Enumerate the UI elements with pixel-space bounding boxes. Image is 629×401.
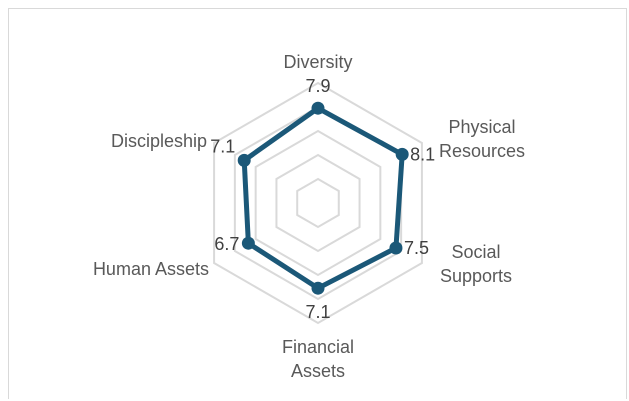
grid-ring: [233, 105, 403, 301]
category-label-3: Financial Assets: [282, 337, 354, 381]
value-label-0: 7.9: [305, 76, 330, 96]
category-label-line: Resources: [439, 141, 525, 161]
value-label-4: 6.7: [214, 234, 239, 254]
data-point-2: [389, 241, 403, 255]
value-label-3: 7.1: [305, 302, 330, 322]
grid-ring: [275, 153, 361, 253]
data-point-3: [311, 281, 325, 295]
data-point-1: [395, 147, 409, 161]
category-label-5: Discipleship: [111, 131, 207, 151]
grid-ring: [254, 129, 382, 277]
category-label-1: Physical Resources: [439, 117, 525, 161]
series: [237, 101, 409, 295]
category-label-line: Financial: [282, 337, 354, 357]
category-label-line: Assets: [291, 361, 345, 381]
category-label-0: Diversity: [283, 52, 352, 72]
category-label-line: Social: [451, 242, 500, 262]
data-point-4: [241, 236, 255, 250]
value-label-5: 7.1: [210, 136, 235, 156]
category-label-2: Social Supports: [440, 242, 512, 286]
category-label-line: Human Assets: [93, 259, 209, 279]
category-label-line: Diversity: [283, 52, 352, 72]
category-label-line: Supports: [440, 266, 512, 286]
data-point-0: [311, 101, 325, 115]
category-label-line: Physical: [448, 117, 515, 137]
category-label-4: Human Assets: [93, 259, 209, 279]
chart-frame: [8, 8, 627, 399]
data-point-5: [237, 153, 251, 167]
labels: 7.9 8.1 7.5 7.1 6.7 7.1 Diversity Physical Resou…: [93, 52, 525, 381]
grid-ring: [296, 177, 340, 229]
grid-ring: [213, 81, 423, 325]
value-label-2: 7.5: [404, 238, 429, 258]
category-label-line: Discipleship: [111, 131, 207, 151]
grid: [213, 81, 423, 325]
value-label-1: 8.1: [410, 144, 435, 164]
